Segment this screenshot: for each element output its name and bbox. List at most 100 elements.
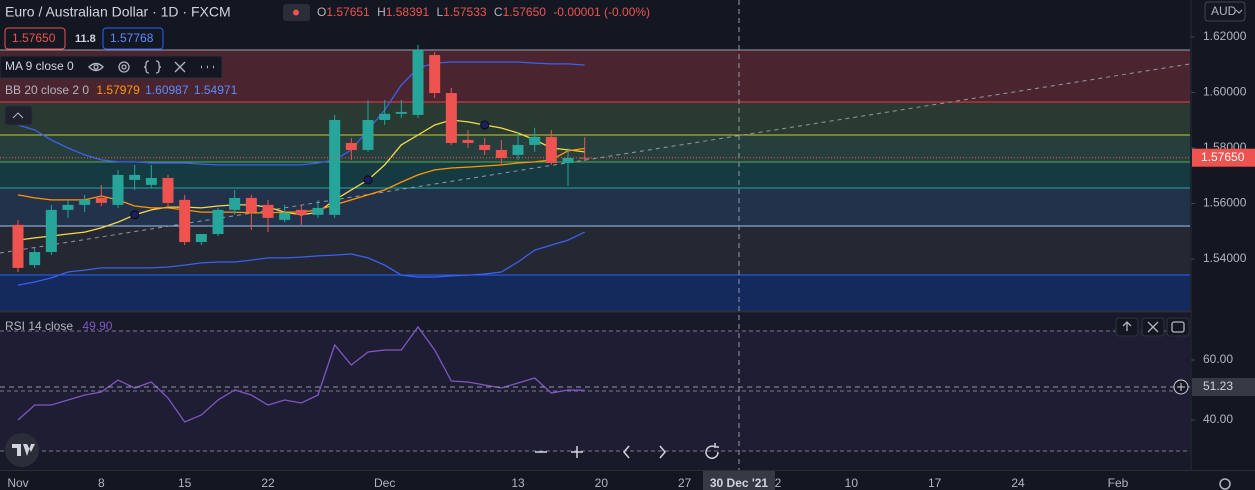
buy-button[interactable] xyxy=(102,27,164,50)
candle-body xyxy=(162,177,174,203)
indicator-value: 1.57979 xyxy=(96,83,140,97)
candle-body xyxy=(429,55,441,94)
collapse-button[interactable] xyxy=(4,105,33,126)
pane-button[interactable] xyxy=(1166,317,1190,337)
settings-icon[interactable] xyxy=(1219,478,1231,490)
candle-body xyxy=(362,119,374,150)
remove-icon[interactable] xyxy=(174,61,186,73)
crosshair-y-box xyxy=(1192,378,1255,396)
candle-body xyxy=(479,144,491,150)
currency-button[interactable] xyxy=(1204,1,1246,22)
candle-body xyxy=(312,207,324,215)
pane-buttons xyxy=(1115,317,1190,337)
zone xyxy=(0,226,1190,275)
zoom-in[interactable] xyxy=(571,446,583,458)
x-tick-label: 24 xyxy=(1011,476,1025,490)
candle-body xyxy=(279,212,291,220)
ohlc: O1.57651 H1.58391 L1.57533 C1.57650 -0.0… xyxy=(317,5,650,19)
candle-body xyxy=(395,111,407,114)
symbol-title: Euro / Australian Dollar · 1D · FXCM xyxy=(5,4,231,20)
candle-body xyxy=(345,142,357,150)
candle-body xyxy=(212,209,224,235)
eye-icon[interactable] xyxy=(88,62,104,72)
indicator-name: MA 9 close 0 xyxy=(5,59,74,73)
candle-body xyxy=(229,197,241,210)
line-marker xyxy=(480,120,490,130)
ohlc-label: C xyxy=(494,5,503,19)
candle-body xyxy=(512,144,524,155)
zone xyxy=(0,162,1190,188)
spread: 11.8 xyxy=(75,33,96,45)
y-tick-label: 1.56000 xyxy=(1203,196,1247,210)
indicator-value: 1.54971 xyxy=(194,83,238,97)
series-line xyxy=(17,61,585,166)
x-tick-label: Nov xyxy=(7,476,28,490)
ohlc-value: 1.57651 xyxy=(326,5,370,19)
currency[interactable]: AUD xyxy=(1211,4,1237,18)
dropdown-icon xyxy=(1235,9,1243,14)
bb-legend: BB 20 close 2 0 1.57979 1.60987 1.54971 xyxy=(5,83,238,97)
y-tick-label: 1.60000 xyxy=(1203,85,1247,99)
logo[interactable] xyxy=(5,433,39,467)
ma-legend[interactable] xyxy=(0,55,223,79)
candle-body xyxy=(329,119,341,215)
candle-body xyxy=(262,204,274,218)
ohlc-value: 1.58391 xyxy=(386,5,430,19)
status-dot xyxy=(293,9,299,16)
ohlc-value: 1.57650 xyxy=(503,5,547,19)
candle-body xyxy=(112,174,124,205)
scroll-right[interactable] xyxy=(659,445,666,459)
candle-body xyxy=(129,174,141,180)
ohlc-label: L xyxy=(436,5,443,19)
candle-body xyxy=(195,234,207,243)
last-price-label: 1.57650 xyxy=(1201,150,1245,164)
indicator-value: 1.60987 xyxy=(145,83,189,97)
reset[interactable] xyxy=(705,443,719,459)
candle-body xyxy=(45,209,57,253)
ohlc-label: H xyxy=(377,5,386,19)
candle-body xyxy=(145,177,157,185)
crosshair-x-box xyxy=(703,471,775,490)
zone xyxy=(0,275,1190,311)
y-tick-label: 40.00 xyxy=(1203,412,1233,426)
x-tick-label: 10 xyxy=(845,476,859,490)
x-tick-label: 17 xyxy=(928,476,942,490)
line-marker xyxy=(130,210,140,220)
ohlc-label: O xyxy=(317,5,326,19)
bid[interactable]: 1.57650 xyxy=(12,31,56,45)
candle-body xyxy=(79,199,91,205)
scroll-left[interactable] xyxy=(623,445,630,459)
candle-body xyxy=(462,139,474,143)
candle-body xyxy=(95,197,107,203)
x-tick-label: Feb xyxy=(1108,476,1129,490)
candle-body xyxy=(579,157,591,159)
zoom-toolbar xyxy=(535,443,719,459)
sell-button[interactable] xyxy=(4,27,66,50)
candle-body xyxy=(12,224,24,268)
crosshair-y-label: 51.23 xyxy=(1203,379,1233,393)
x-tick-label: 20 xyxy=(595,476,609,490)
candle-body xyxy=(412,50,424,115)
x-tick-label: 13 xyxy=(511,476,525,490)
indicator-value: 49.90 xyxy=(82,319,112,333)
series-line xyxy=(17,325,585,423)
time-axis xyxy=(0,470,1255,490)
y-tick-label: 1.54000 xyxy=(1203,251,1247,265)
candle-body xyxy=(529,136,541,145)
ask[interactable]: 1.57768 xyxy=(110,31,154,45)
ohlc-value: 1.57533 xyxy=(443,5,487,19)
candle-body xyxy=(179,199,191,243)
eye-icon xyxy=(93,64,99,70)
x-tick-label: 22 xyxy=(261,476,275,490)
source-icon[interactable] xyxy=(143,60,162,74)
candle-body xyxy=(562,157,574,163)
candle-body xyxy=(295,209,307,215)
crosshair-add-icon xyxy=(1177,383,1185,391)
candle-body xyxy=(379,113,391,120)
price-axis xyxy=(1191,0,1255,470)
candle-body xyxy=(29,252,41,266)
zones xyxy=(0,49,1190,311)
settings-icon[interactable] xyxy=(118,61,130,73)
